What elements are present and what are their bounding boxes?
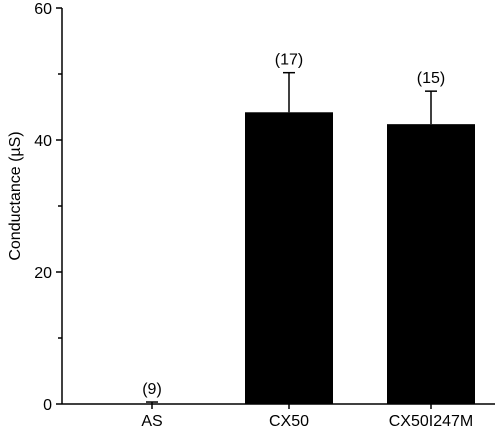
y-tick-label: 40 [34,133,52,150]
sample-size-labels: (9) (17) (15) [142,52,445,398]
y-tick-label: 20 [34,265,52,282]
y-axis-ticks: 0 20 40 60 [34,1,62,414]
x-tick-label: AS [141,413,162,430]
x-tick-label: CX50I247M [389,413,474,430]
x-tick-label: CX50 [269,413,309,430]
sample-size-label: (17) [275,52,303,69]
bar-cx50i247m [387,124,475,404]
y-tick-label: 60 [34,1,52,18]
sample-size-label: (9) [142,381,162,398]
bar-series [245,112,475,404]
y-tick-label: 0 [43,397,52,414]
x-axis-ticks: AS CX50 CX50I247M [141,404,473,430]
bar-cx50 [245,112,333,404]
error-bars [146,71,437,404]
sample-size-label: (15) [417,70,445,87]
y-axis-title: Conductance (µS) [7,131,24,260]
